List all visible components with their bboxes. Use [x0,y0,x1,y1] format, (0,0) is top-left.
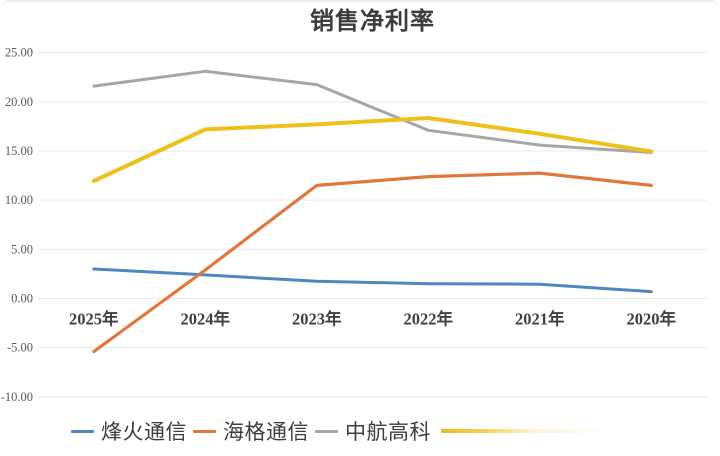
y-axis-tick-label: -10.00 [1,390,33,404]
legend-swatch-icon [441,429,649,433]
y-axis-tick-label: 20.00 [5,95,33,109]
legend-item: 烽火通信 [71,416,187,446]
legend-label: 烽火通信 [101,420,187,444]
x-axis-tick-label: 2020年 [627,309,677,329]
chart-title: 销售净利率 [310,9,435,35]
y-axis-tick-label: -5.00 [7,341,33,355]
y-axis-tick-label: 25.00 [5,46,33,60]
y-axis-tick-label: 0.00 [11,292,33,306]
x-axis-tick-label: 2023年 [292,309,342,329]
legend-swatch-icon [315,429,338,433]
series-line-烽火通信 [92,267,653,294]
x-axis-tick-label: 2021年 [515,309,565,329]
card-top-border [3,0,717,6]
legend-item: 海格通信 [193,416,309,446]
x-axis-tick-label: 2022年 [404,309,454,329]
series-line-海格通信 [92,171,653,354]
y-axis-tick-label: 5.00 [11,242,33,256]
legend-label: 中航高科 [345,420,431,444]
series-line-unnamed [91,116,654,183]
y-axis-tick-label: 10.00 [5,193,33,207]
legend-item: 中航高科 [315,416,431,446]
x-axis-tick-label: 2024年 [181,309,231,329]
legend-item [437,429,649,433]
x-axis-tick-label: 2025年 [69,309,119,329]
y-axis-tick-label: 15.00 [5,144,33,158]
legend-swatch-icon [193,429,216,433]
legend-label: 海格通信 [223,420,309,444]
series-line-中航高科 [92,69,653,154]
legend-swatch-icon [71,429,94,433]
chart-legend: 烽火通信 海格通信 中航高科 [0,415,720,447]
